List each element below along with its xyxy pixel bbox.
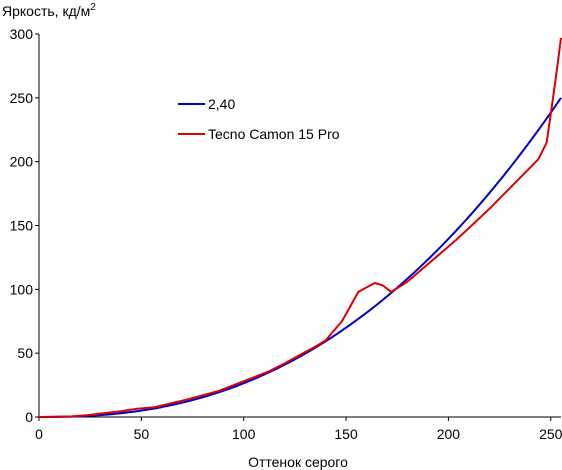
x-tick-label: 250 — [539, 426, 562, 442]
series-line-measured — [38, 37, 562, 418]
axes — [38, 34, 561, 418]
x-tick-label: 0 — [35, 426, 43, 442]
y-tick-label: 50 — [17, 345, 33, 361]
y-tick-label: 150 — [10, 218, 34, 234]
y-axis-title-text: Яркость, кд/м — [2, 3, 90, 19]
y-tick-label: 250 — [10, 90, 34, 106]
y-tick-label: 0 — [25, 409, 33, 425]
x-axis-title: Оттенок серого — [248, 454, 348, 470]
legend-label: 2,40 — [208, 96, 235, 112]
x-tick-label: 150 — [334, 426, 358, 442]
x-tick-label: 200 — [437, 426, 461, 442]
y-axis-title-superscript: 2 — [90, 2, 96, 13]
ticks: 0 50 100 150 200 250 300 0 50 100 150 200 250 — [10, 26, 562, 442]
x-tick-label: 50 — [134, 426, 150, 442]
y-axis-title: Яркость, кд/м2 — [2, 2, 96, 19]
legend: 2,40 Tecno Camon 15 Pro — [178, 96, 340, 142]
series-layer — [38, 37, 562, 418]
x-tick-label: 100 — [232, 426, 256, 442]
series-line-gamma — [39, 97, 562, 418]
y-tick-label: 300 — [10, 26, 34, 42]
y-tick-label: 100 — [10, 281, 34, 297]
y-tick-label: 200 — [10, 154, 34, 170]
legend-label: Tecno Camon 15 Pro — [208, 126, 340, 142]
